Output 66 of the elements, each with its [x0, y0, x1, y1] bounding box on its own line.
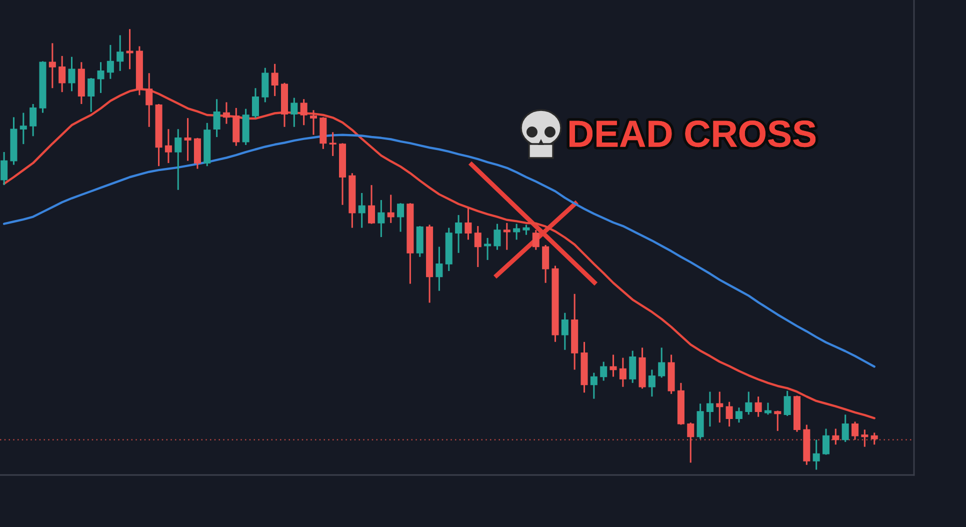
candlestick — [687, 422, 694, 464]
candlestick — [532, 229, 540, 251]
candlestick — [735, 406, 742, 424]
candlestick — [494, 223, 501, 251]
candlestick — [378, 199, 385, 238]
candlestick — [764, 402, 772, 416]
candlestick — [300, 98, 308, 126]
candlestick — [812, 438, 820, 470]
candlestick — [387, 194, 394, 224]
candlestick — [184, 117, 192, 162]
candlestick — [832, 428, 840, 446]
candlestick — [290, 97, 298, 128]
candlestick — [213, 98, 220, 138]
candlestick — [174, 128, 182, 191]
candlestick — [600, 360, 608, 382]
candlestick — [484, 237, 492, 261]
candlestick — [822, 428, 830, 456]
candlestick — [716, 390, 724, 424]
candlestick — [561, 312, 568, 351]
candlestick — [0, 151, 8, 186]
candlestick — [126, 28, 134, 70]
candlestick — [358, 192, 366, 229]
candlestick — [861, 428, 868, 448]
candlestick — [271, 63, 278, 97]
candlestick — [464, 207, 472, 240]
candlestick — [610, 354, 617, 378]
candlestick — [474, 225, 482, 268]
candlestick — [774, 410, 782, 432]
candlestick — [164, 128, 172, 164]
candlestick — [329, 131, 336, 157]
candlestick — [146, 72, 153, 128]
candlestick — [542, 244, 550, 284]
candlestick — [629, 350, 636, 384]
candlestick — [852, 420, 859, 441]
candlestick — [503, 222, 510, 251]
candlestick — [870, 432, 878, 446]
candlestick — [30, 103, 37, 137]
candlestick — [368, 184, 376, 225]
candlestick — [20, 112, 27, 145]
candlestick — [252, 87, 259, 119]
candlestick — [58, 55, 66, 93]
candlestick — [522, 224, 530, 236]
candlestick — [262, 67, 269, 103]
candlestick — [658, 346, 666, 378]
candlestick — [436, 246, 443, 292]
candlestick — [222, 101, 230, 125]
annotation: DEAD CROSS — [570, 120, 816, 148]
candlestick — [726, 401, 733, 428]
candlestick — [116, 34, 124, 72]
candlestick — [784, 390, 791, 417]
candlestick — [48, 42, 56, 89]
candlestick — [745, 390, 752, 416]
candlestick — [619, 357, 626, 388]
candlestick — [106, 44, 114, 80]
candlestick — [513, 223, 520, 240]
candlestick — [842, 414, 849, 443]
candlestick — [68, 56, 76, 92]
candlestick — [754, 396, 762, 418]
candlestick — [397, 202, 404, 233]
candlestick — [590, 372, 598, 400]
candlestick — [706, 390, 714, 428]
candlestick — [310, 109, 318, 136]
candlestick — [455, 214, 462, 254]
candlestick — [88, 77, 95, 113]
candlestick — [648, 368, 656, 398]
candlestick — [97, 61, 104, 94]
